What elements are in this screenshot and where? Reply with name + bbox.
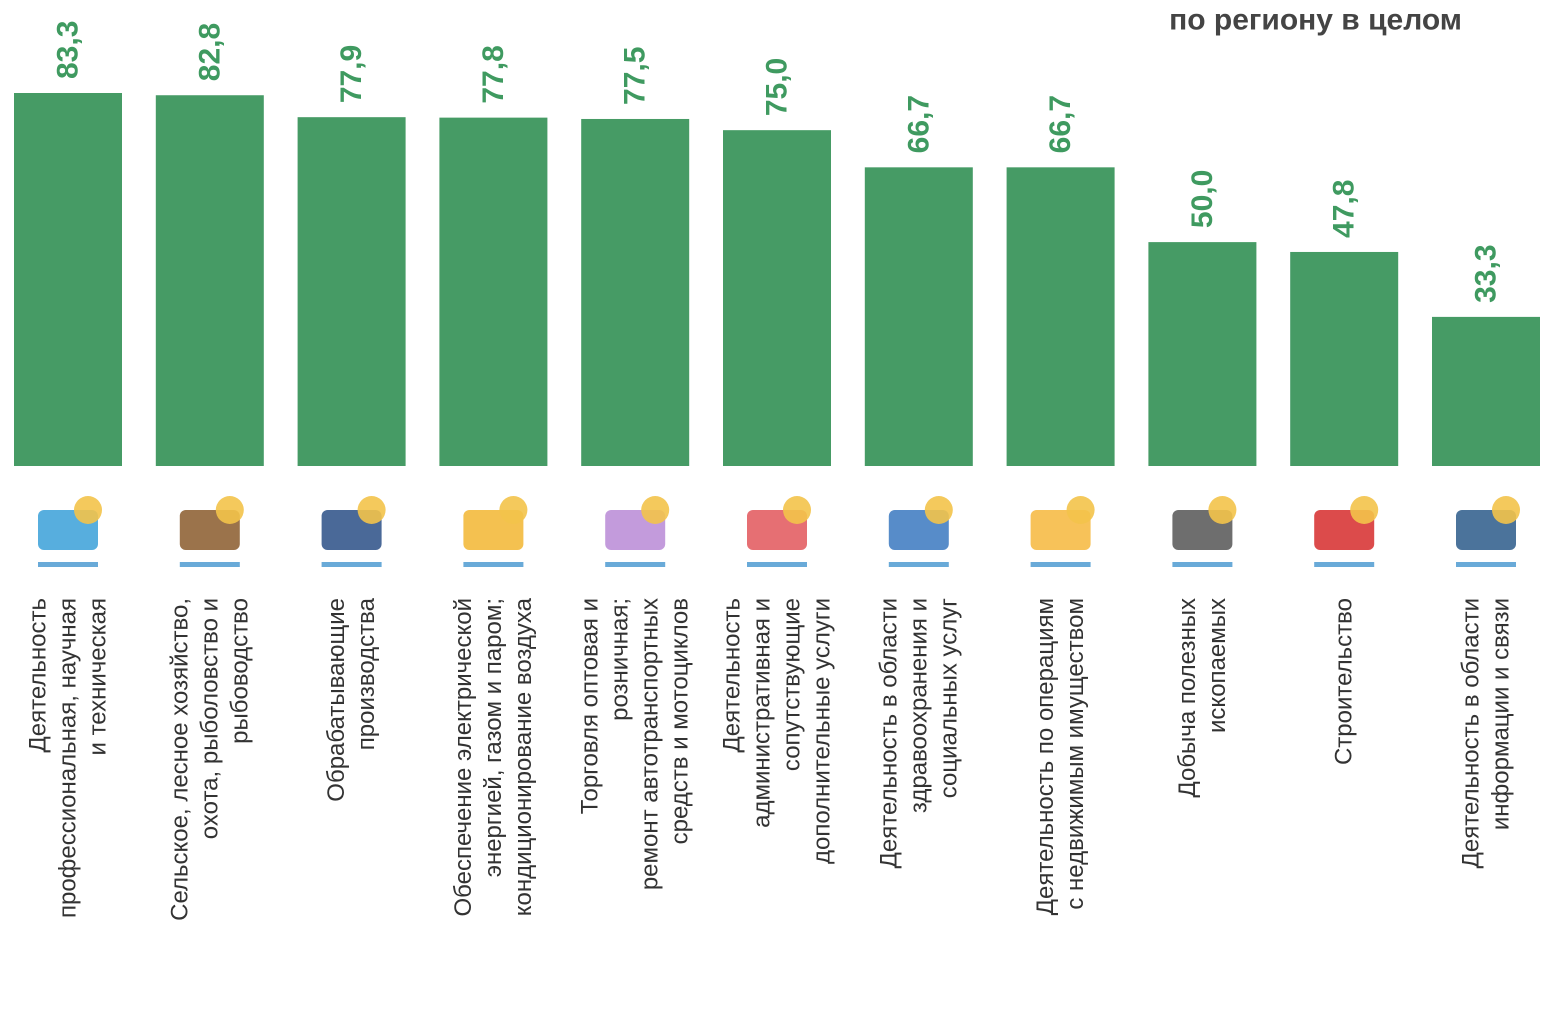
bar xyxy=(864,167,973,466)
icon-shape xyxy=(1208,496,1237,524)
icon-shape xyxy=(463,562,524,567)
value-label: 75,0 xyxy=(761,58,794,116)
category-label: производства xyxy=(353,597,380,750)
bar xyxy=(581,118,690,466)
category-label: Деятельность xyxy=(719,598,746,752)
value-label: 82,8 xyxy=(193,23,226,81)
icon-shape xyxy=(605,562,666,567)
category-label: розничная; xyxy=(607,598,634,721)
value-label: 77,8 xyxy=(477,45,510,103)
icon-shape xyxy=(783,496,811,524)
category-label: ископаемых xyxy=(1204,598,1231,733)
category-icon xyxy=(321,496,386,567)
category-label: Деятельность в области xyxy=(875,598,902,868)
category-icon xyxy=(605,496,670,567)
icon-shape xyxy=(215,496,244,524)
category-label: рыбоводство xyxy=(226,598,253,744)
category-label: Деятельность в области xyxy=(1458,598,1485,868)
value-label: 66,7 xyxy=(902,95,935,153)
icon-shape xyxy=(747,562,807,567)
icon-shape xyxy=(321,562,382,567)
category-label: охота, рыболовство и xyxy=(196,598,223,839)
category-icon xyxy=(179,496,244,567)
category-icon xyxy=(747,496,811,567)
category-label: кондиционирование воздуха xyxy=(510,597,537,916)
category-icon xyxy=(888,496,953,567)
bar xyxy=(155,95,264,467)
value-label: 50,0 xyxy=(1186,170,1219,228)
category-icon xyxy=(1172,496,1237,567)
icon-shape xyxy=(179,562,240,567)
icon-shape xyxy=(1172,562,1233,567)
category-label: Добыча полезных xyxy=(1174,598,1201,798)
bar xyxy=(1290,251,1399,466)
category-label: средств и мотоциклов xyxy=(667,598,694,844)
category-label: информации и связи xyxy=(1488,598,1515,830)
bar xyxy=(1148,242,1257,466)
category-label: дополнительные услуги xyxy=(809,598,836,864)
bar xyxy=(439,117,548,466)
icon-shape xyxy=(641,496,670,524)
category-label: сопутствующие xyxy=(779,598,806,771)
value-label: 77,9 xyxy=(335,45,368,103)
value-label: 66,7 xyxy=(1044,95,1077,153)
category-label: административная и xyxy=(749,598,776,828)
icon-shape xyxy=(1314,562,1375,567)
category-label: Обеспечение электрической xyxy=(450,598,477,917)
category-label: социальных услуг xyxy=(935,598,962,799)
value-label: 33,3 xyxy=(1470,244,1503,302)
icon-shape xyxy=(888,562,949,567)
category-label: здравоохранения и xyxy=(905,598,932,813)
icon-shape xyxy=(1492,496,1520,524)
bar xyxy=(1006,167,1115,466)
category-icon xyxy=(38,496,102,567)
icon-shape xyxy=(74,496,102,524)
chart-title: по региону в целом xyxy=(1169,4,1462,37)
category-icon xyxy=(1030,496,1095,567)
icon-shape xyxy=(357,496,386,524)
bar xyxy=(723,130,831,467)
category-label: Обрабатывающие xyxy=(323,598,350,802)
category-label: с недвижимым имуществом xyxy=(1062,598,1089,910)
icon-shape xyxy=(1350,496,1379,524)
category-label: Сельское, лесное хозяйство, xyxy=(166,598,193,921)
icon-shape xyxy=(499,496,528,524)
category-label: Строительство xyxy=(1331,598,1358,765)
category-icon xyxy=(463,496,528,567)
category-label: Деятельность по операциям xyxy=(1032,598,1059,915)
icon-shape xyxy=(1066,496,1095,524)
bar xyxy=(297,117,406,467)
bar xyxy=(14,93,122,466)
value-label: 83,3 xyxy=(52,21,85,79)
category-icon xyxy=(1456,496,1520,567)
category-icon xyxy=(1314,496,1379,567)
category-label: Торговля оптовая и xyxy=(577,598,604,814)
category-label: профессиональная, научная xyxy=(55,598,82,918)
value-label: 47,8 xyxy=(1328,180,1361,238)
bar xyxy=(1432,316,1540,466)
category-label: ремонт автотранспортных xyxy=(637,598,664,890)
category-label: и техническая xyxy=(85,598,112,756)
icon-shape xyxy=(1456,562,1516,567)
icon-shape xyxy=(1030,562,1091,567)
icon-shape xyxy=(924,496,953,524)
category-label: энергией, газом и паром; xyxy=(480,598,507,877)
value-label: 77,5 xyxy=(619,47,652,105)
category-label: Деятельность xyxy=(25,598,52,752)
icon-shape xyxy=(38,562,98,567)
